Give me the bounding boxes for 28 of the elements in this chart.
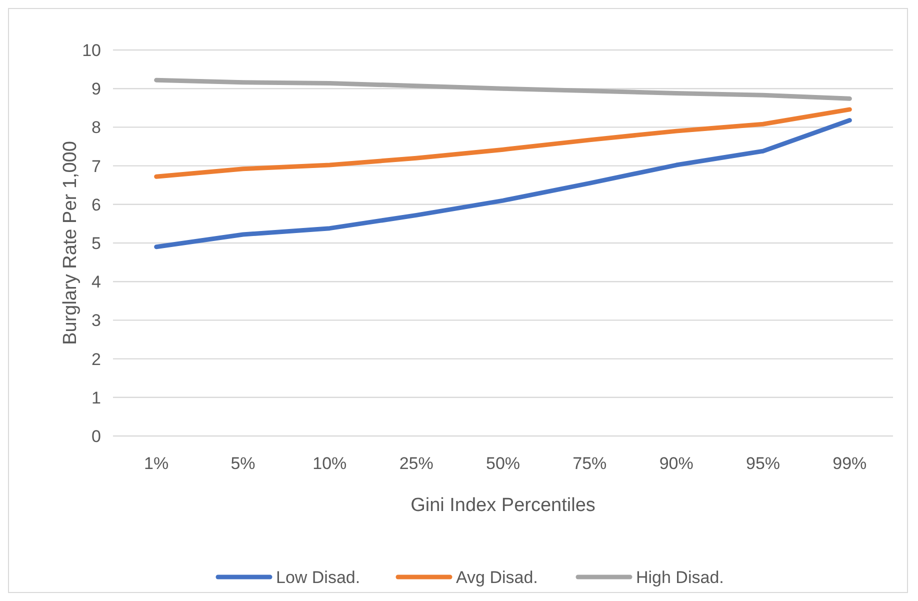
legend-label: Low Disad.: [276, 568, 360, 587]
x-tick-label: 25%: [399, 454, 434, 473]
y-tick-label: 8: [92, 118, 101, 138]
y-axis-title: Burglary Rate Per 1,000: [60, 141, 81, 345]
y-tick-label: 4: [92, 272, 101, 292]
legend-label: High Disad.: [636, 568, 724, 587]
x-tick-label: 5%: [230, 454, 256, 473]
x-axis-title: Gini Index Percentiles: [410, 495, 596, 516]
line-series: [154, 78, 852, 101]
y-tick-label: 7: [92, 156, 101, 176]
line-series: [154, 107, 852, 179]
x-tick-label: 50%: [486, 454, 520, 473]
legend-label: Avg Disad.: [456, 568, 538, 587]
y-tick-label: 1: [92, 388, 101, 408]
y-tick-label: 0: [92, 426, 101, 446]
x-tick-label: 90%: [659, 454, 694, 473]
y-tick-label: 3: [92, 311, 101, 330]
x-tick-label: 95%: [746, 454, 780, 473]
y-tick-label: 6: [92, 195, 101, 214]
x-tick-label: 99%: [832, 454, 867, 473]
y-tick-label: 5: [92, 234, 101, 253]
y-tick-label: 10: [82, 40, 101, 60]
y-tick-label: 2: [92, 350, 101, 369]
x-tick-label: 75%: [572, 454, 607, 473]
x-tick-label: 1%: [144, 454, 169, 473]
x-tick-label: 10%: [312, 454, 347, 473]
y-tick-label: 9: [92, 80, 101, 99]
line-series: [154, 118, 852, 250]
